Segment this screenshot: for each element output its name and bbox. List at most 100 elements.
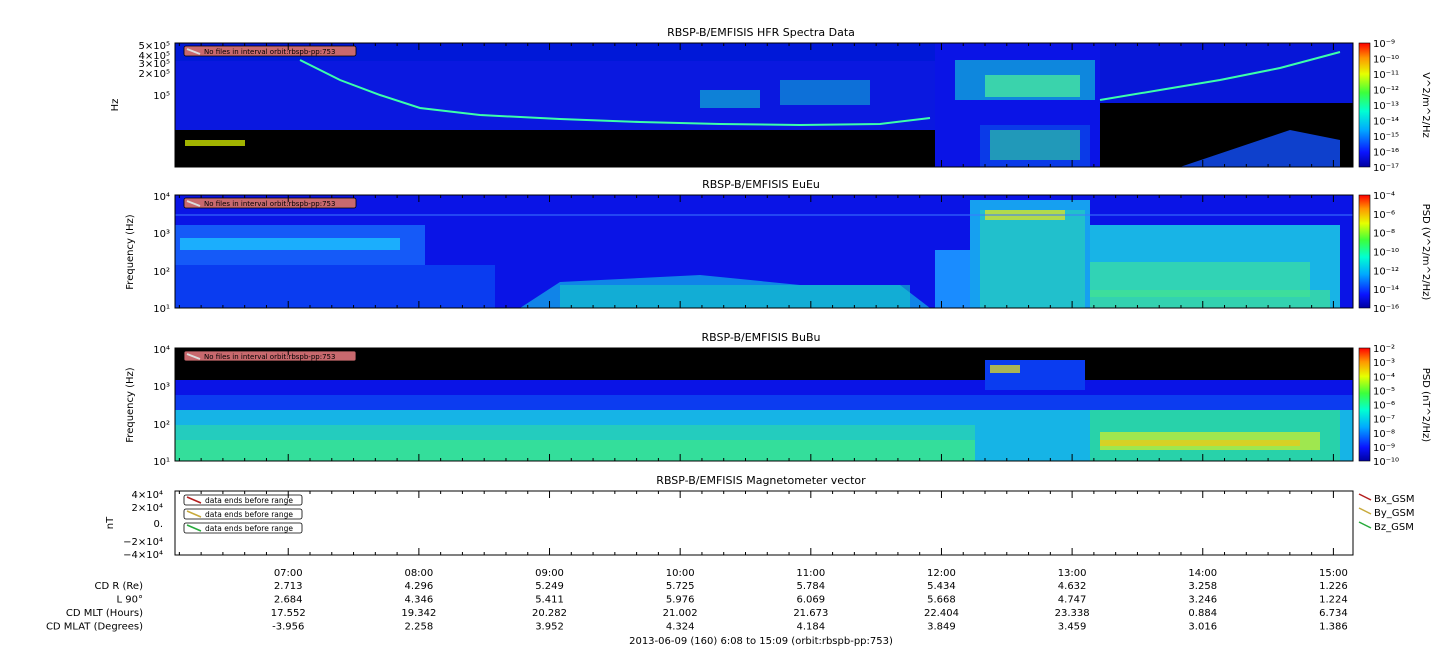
ephemeris-value: 1.224	[1319, 595, 1348, 606]
hfr-ytick: 5×10⁵	[139, 41, 170, 52]
eueu-cbar-tick: 10⁻¹⁶	[1373, 304, 1399, 315]
legend-swatch	[1358, 493, 1372, 501]
hfr-ytick: 2×10⁵	[139, 69, 170, 80]
time-label: 12:00	[927, 568, 956, 579]
bubu-frame	[174, 347, 1354, 462]
mag-note-swatch	[186, 524, 202, 532]
hfr-spectrogram	[175, 43, 1353, 167]
ephemeris-value: 3.459	[1058, 622, 1087, 633]
legend-swatch	[1358, 507, 1372, 515]
mag-yticks: 4×10⁴ 2×10⁴ 0. −2×10⁴ −4×10⁴	[123, 490, 163, 561]
ephemeris-value: 23.338	[1055, 608, 1090, 619]
time-label: 09:00	[535, 568, 564, 579]
bubu-cbar-tick: 10⁻⁶	[1373, 401, 1395, 412]
hfr-cbar-tick: 10⁻¹⁷	[1373, 163, 1399, 174]
hfr-cbar-tick: 10⁻¹⁶	[1373, 148, 1399, 159]
bubu-note: No files in interval orbit:rbspb-pp:753	[183, 350, 357, 362]
bubu-cbar-tick: 10⁻⁹	[1373, 443, 1395, 454]
bubu-ylabel: Frequency (Hz)	[125, 367, 136, 443]
ephemeris-value: 4.296	[405, 581, 434, 592]
eueu-ytick: 10²	[153, 267, 170, 278]
hfr-cbar-tick: 10⁻¹³	[1373, 101, 1399, 112]
ephemeris-value: 4.184	[796, 622, 825, 633]
eueu-colorbar	[1358, 194, 1371, 309]
mag-ytick: −2×10⁴	[123, 537, 163, 548]
eueu-cbar-tick: 10⁻¹²	[1373, 266, 1399, 277]
ephemeris-value: 4.747	[1058, 595, 1087, 606]
eueu-frame	[174, 194, 1354, 309]
bubu-cbar-tick: 10⁻²	[1373, 344, 1395, 355]
ephemeris-value: -3.956	[272, 622, 304, 633]
eueu-cbar-tick: 10⁻⁸	[1373, 229, 1395, 240]
mag-note-box	[183, 494, 303, 506]
mag-ylabel: nT	[105, 516, 116, 529]
hfr-cbar-tick: 10⁻¹⁰	[1373, 55, 1399, 66]
hfr-title: RBSP-B/EMFISIS HFR Spectra Data	[667, 26, 855, 39]
ephemeris-value: 2.258	[405, 622, 434, 633]
hfr-ylabel: Hz	[110, 99, 121, 112]
ephemeris-value: 4.346	[405, 595, 434, 606]
hfr-cbar-tick: 10⁻¹⁵	[1373, 132, 1399, 143]
mag-notes: data ends before range data ends before r…	[183, 494, 303, 534]
ephemeris-value: 5.434	[927, 581, 956, 592]
hfr-yticks: 5×10⁵ 4×10⁵ 3×10⁵ 2×10⁵ 10⁵	[139, 41, 170, 102]
eueu-panel: RBSP-B/EMFISIS EuEu No files in interval…	[125, 178, 1431, 315]
bubu-cbar-label: PSD (nT^2/Hz)	[1420, 368, 1431, 442]
eueu-note-text: No files in interval orbit:rbspb-pp:753	[204, 200, 335, 208]
x-ticks	[178, 43, 1334, 555]
bubu-cbar-tick: 10⁻⁵	[1373, 386, 1395, 397]
ephemeris-value: 0.884	[1188, 608, 1217, 619]
ephemeris: CD R (Re) 2.713 4.296 5.249 5.725 5.784 5.434 4…	[46, 581, 1348, 633]
eueu-ytick: 10³	[153, 229, 170, 240]
mag-note-text: data ends before range	[205, 510, 293, 519]
bubu-ytick: 10¹	[153, 457, 170, 468]
ephemeris-value: 3.849	[927, 622, 956, 633]
eueu-cbar-tick: 10⁻⁴	[1373, 191, 1395, 202]
hfr-cbar-tick: 10⁻¹¹	[1373, 70, 1399, 81]
bubu-cbar-tick: 10⁻³	[1373, 358, 1395, 369]
ephemeris-value: 6.734	[1319, 608, 1348, 619]
bubu-ytick: 10³	[153, 382, 170, 393]
bubu-yticks: 10⁴ 10³ 10² 10¹	[153, 345, 170, 468]
ephemeris-value: 1.226	[1319, 581, 1348, 592]
ephemeris-value: 6.069	[796, 595, 825, 606]
hfr-cbar-ticks: 10⁻⁹ 10⁻¹⁰ 10⁻¹¹ 10⁻¹² 10⁻¹³ 10⁻¹⁴ 10⁻¹⁵ 10⁻¹⁶ 1…	[1373, 39, 1399, 174]
ephemeris-value: 5.976	[666, 595, 695, 606]
ephemeris-value: 22.404	[924, 608, 959, 619]
eueu-cbar-tick: 10⁻¹⁰	[1373, 248, 1399, 259]
eueu-cbar-ticks: 10⁻⁴ 10⁻⁶ 10⁻⁸ 10⁻¹⁰ 10⁻¹² 10⁻¹⁴ 10⁻¹⁶	[1373, 191, 1399, 315]
ephemeris-label: CD MLAT (Degrees)	[46, 622, 143, 633]
bubu-spectrogram	[175, 348, 1353, 461]
ephemeris-value: 5.725	[666, 581, 695, 592]
bubu-panel: RBSP-B/EMFISIS BuBu No files in interval…	[125, 331, 1431, 468]
hfr-cbar-tick: 10⁻⁹	[1373, 39, 1395, 50]
bubu-cbar-tick: 10⁻¹⁰	[1373, 457, 1399, 468]
bubu-note-text: No files in interval orbit:rbspb-pp:753	[204, 353, 335, 361]
mag-legend: Bx_GSM By_GSM Bz_GSM	[1358, 493, 1415, 533]
mag-note-swatch	[186, 510, 202, 518]
mag-note-text: data ends before range	[205, 524, 293, 533]
hfr-frame	[174, 42, 1354, 168]
eueu-title: RBSP-B/EMFISIS EuEu	[702, 178, 820, 191]
eueu-ylabel: Frequency (Hz)	[125, 214, 136, 290]
mag-note-box	[183, 522, 303, 534]
bubu-ytick: 10²	[153, 420, 170, 431]
ephemeris-value: 3.016	[1188, 622, 1217, 633]
eueu-note: No files in interval orbit:rbspb-pp:753	[183, 197, 357, 209]
time-label: 15:00	[1319, 568, 1348, 579]
hfr-colorbar	[1358, 42, 1371, 168]
ephemeris-label: CD R (Re)	[95, 581, 144, 592]
legend-label: Bx_GSM	[1374, 494, 1415, 505]
hfr-ytick: 10⁵	[153, 91, 170, 102]
mag-ytick: −4×10⁴	[123, 550, 163, 561]
ephemeris-value: 3.952	[535, 622, 564, 633]
ephemeris-value: 21.673	[793, 608, 828, 619]
ephemeris-value: 5.249	[535, 581, 564, 592]
ephemeris-value: 3.246	[1188, 595, 1217, 606]
eueu-ytick: 10⁴	[153, 192, 170, 203]
legend-label: Bz_GSM	[1374, 522, 1414, 533]
hfr-ytick: 4×10⁵	[139, 51, 170, 62]
eueu-yticks: 10⁴ 10³ 10² 10¹	[153, 192, 170, 315]
time-label: 14:00	[1188, 568, 1217, 579]
time-label: 10:00	[666, 568, 695, 579]
